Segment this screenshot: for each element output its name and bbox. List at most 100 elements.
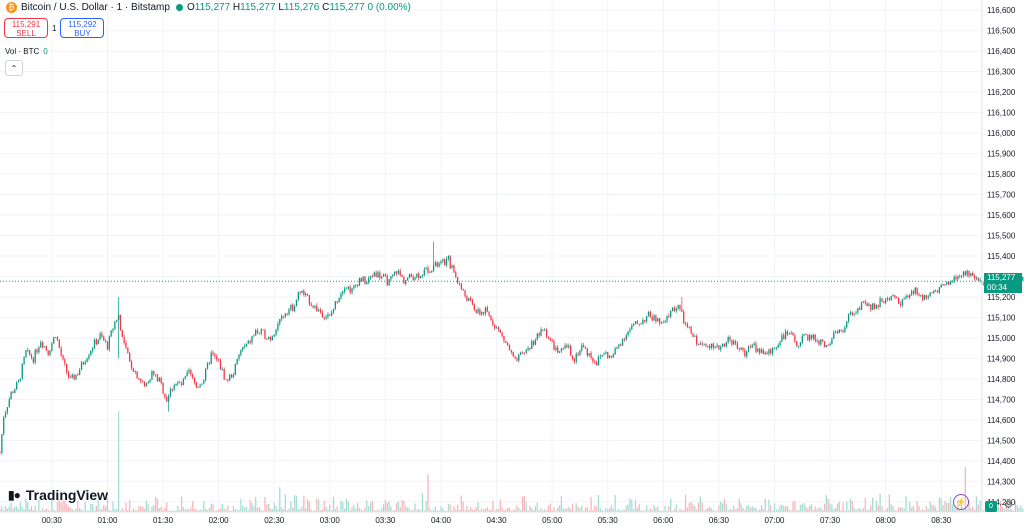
candle-body: [286, 313, 288, 315]
volume-bar: [19, 502, 22, 512]
volume-bar: [1007, 505, 1009, 512]
candle-body: [846, 321, 848, 328]
volume-bar: [514, 509, 516, 512]
candle-body: [468, 298, 470, 301]
candle-body: [192, 374, 194, 378]
candle-body: [847, 314, 850, 322]
volume-bar: [60, 502, 62, 512]
candle-body: [423, 269, 425, 275]
volume-bar: [247, 510, 249, 512]
candle-body: [747, 346, 750, 352]
volume-bar: [949, 496, 952, 512]
volume-bar: [734, 509, 737, 512]
candle-body: [677, 305, 679, 309]
candle-body: [360, 277, 362, 282]
buy-button[interactable]: 115,292 BUY: [60, 18, 105, 38]
candle-body: [868, 304, 870, 307]
volume-bar: [240, 499, 242, 512]
candle-body: [1022, 276, 1024, 281]
volume-bar: [920, 510, 922, 512]
candle-body: [230, 374, 233, 378]
candle-body: [829, 343, 831, 346]
candle-body: [566, 345, 568, 348]
candle-body: [775, 347, 777, 349]
time-tick-label: 03:00: [320, 516, 341, 525]
candle-body: [857, 308, 859, 313]
volume-label[interactable]: Vol · BTC: [5, 47, 40, 56]
volume-bar: [353, 505, 355, 512]
tradingview-logo[interactable]: ▮● TradingView: [8, 487, 108, 503]
candle-body: [975, 277, 978, 279]
bar-countdown: 00:34: [987, 283, 1008, 292]
candle-body: [875, 305, 878, 309]
candle-body: [949, 281, 952, 285]
price-tick-label: 116,500: [987, 27, 1016, 36]
volume-bar: [970, 508, 972, 512]
volume-bar: [103, 504, 105, 512]
candle-body: [219, 360, 222, 370]
volume-bar: [807, 508, 809, 512]
candle-body: [716, 345, 718, 347]
chevron-up-icon[interactable]: ⌃: [5, 60, 23, 76]
candle-body: [17, 380, 20, 383]
candle-body: [631, 325, 633, 330]
volume-bar: [629, 498, 631, 512]
candle-body: [175, 383, 177, 386]
volume-bar: [844, 510, 846, 512]
candle-body: [66, 363, 68, 373]
volume-bar: [8, 506, 10, 512]
sell-button[interactable]: 115,291 SELL: [4, 18, 48, 38]
candle-body: [301, 290, 303, 294]
volume-bar: [918, 506, 920, 512]
volume-bar: [205, 509, 207, 512]
volume-bar: [0, 508, 1, 512]
volume-bar: [469, 507, 472, 512]
volume-bar: [909, 501, 911, 512]
volume-bar: [820, 507, 822, 512]
volume-bar: [377, 509, 379, 512]
volume-bar: [66, 503, 68, 512]
candle-body: [873, 303, 876, 309]
candle-body: [190, 370, 192, 375]
price-tick-label: 115,900: [987, 150, 1016, 159]
candle-body: [901, 299, 903, 306]
volume-bar: [362, 510, 364, 512]
symbol-title[interactable]: Bitcoin / U.S. Dollar · 1 · Bitstamp: [21, 2, 170, 13]
volume-bar: [825, 494, 828, 512]
lightning-icon[interactable]: ⚡: [953, 494, 969, 510]
candle-body: [355, 284, 357, 286]
candle-body: [473, 304, 475, 311]
candle-body: [62, 355, 64, 360]
price-tick-label: 114,900: [987, 354, 1016, 363]
candle-body: [258, 333, 261, 334]
volume-bar: [290, 501, 292, 512]
volume-bar: [319, 510, 322, 512]
volume-bar: [555, 510, 557, 512]
volume-bar: [1005, 506, 1007, 512]
volume-bar: [301, 506, 303, 512]
time-axis: 00:30 01:00 01:30 02:00 02:30 03:00 03:30 04:00…: [42, 516, 952, 525]
candle-body: [166, 396, 168, 402]
volume-bar: [797, 509, 800, 512]
volume-bar: [201, 509, 203, 512]
volume-bar: [836, 503, 839, 512]
candle-body: [905, 296, 907, 298]
candle-body: [909, 294, 911, 298]
volume-bar: [946, 503, 948, 512]
candle-body: [959, 275, 961, 277]
volume-bar: [206, 510, 209, 512]
volume-bar: [156, 498, 159, 512]
volume-bar: [331, 510, 333, 512]
candle-body: [375, 272, 377, 278]
candle-body: [796, 341, 798, 347]
volume-bar: [962, 510, 965, 512]
candle-body: [197, 387, 199, 388]
gear-icon[interactable]: ⚙: [1004, 500, 1013, 511]
candle-body: [601, 355, 603, 357]
volume-bar: [623, 509, 626, 512]
volume-bar: [723, 498, 726, 512]
candle-body: [973, 275, 976, 279]
volume-bar: [381, 508, 383, 512]
candle-body: [573, 358, 576, 362]
